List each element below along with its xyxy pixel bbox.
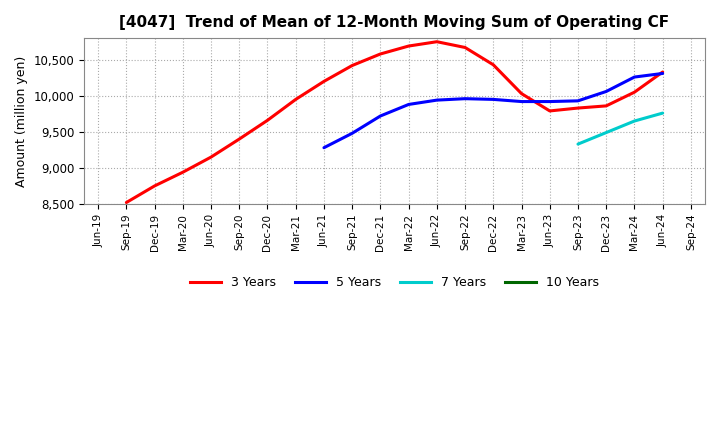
Legend: 3 Years, 5 Years, 7 Years, 10 Years: 3 Years, 5 Years, 7 Years, 10 Years — [185, 271, 604, 294]
Y-axis label: Amount (million yen): Amount (million yen) — [15, 55, 28, 187]
Title: [4047]  Trend of Mean of 12-Month Moving Sum of Operating CF: [4047] Trend of Mean of 12-Month Moving … — [120, 15, 670, 30]
